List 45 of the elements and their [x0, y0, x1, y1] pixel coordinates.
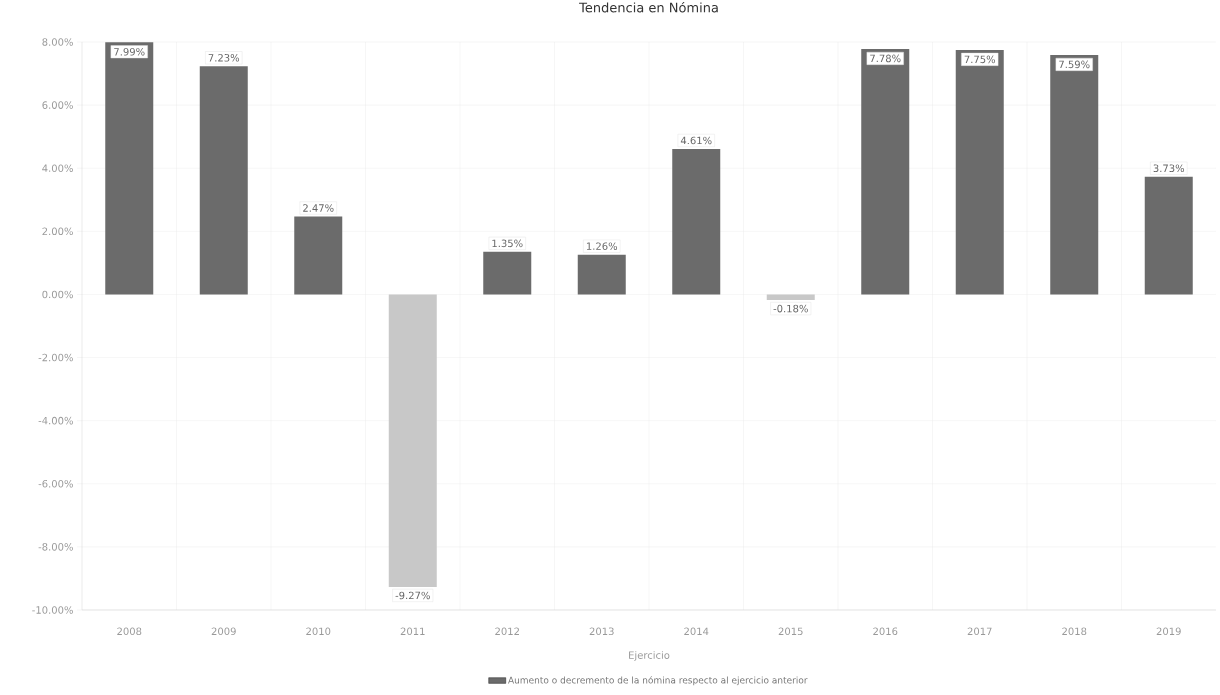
bar — [1144, 176, 1193, 295]
bar — [199, 66, 248, 295]
x-tick-label: 2015 — [778, 627, 803, 636]
data-label: -0.18% — [773, 304, 808, 313]
data-label: 7.99% — [114, 47, 145, 56]
y-tick-label: 0.00% — [42, 290, 73, 299]
data-label: 4.61% — [680, 136, 712, 145]
x-tick-label: 2019 — [1156, 627, 1181, 636]
x-tick-label: 2017 — [967, 627, 992, 636]
y-tick-label: 6.00% — [42, 101, 73, 109]
chart-title: Tendencia en Nómina — [579, 1, 718, 13]
data-label: 1.35% — [492, 239, 523, 248]
x-axis-title: Ejercicio — [629, 651, 670, 661]
bar — [672, 148, 721, 295]
data-label: 7.59% — [1059, 60, 1090, 69]
y-tick-label: -8.00% — [38, 543, 73, 551]
data-label: 7.23% — [208, 54, 240, 62]
data-label: 7.78% — [870, 54, 901, 63]
bar — [955, 49, 1004, 295]
x-tick-label: 2013 — [589, 627, 614, 636]
x-tick-label: 2012 — [495, 627, 519, 636]
y-tick-label: -6.00% — [38, 479, 73, 488]
bar — [861, 48, 910, 295]
data-label: -9.27% — [395, 591, 430, 600]
y-tick-label: 2.00% — [42, 227, 73, 236]
data-label: 7.75% — [964, 55, 996, 64]
x-tick-label: 2011 — [400, 627, 425, 636]
y-tick-label: 8.00% — [42, 38, 73, 46]
y-tick-label: -4.00% — [38, 416, 73, 425]
data-label: 1.26% — [586, 242, 618, 250]
bar — [577, 254, 626, 295]
data-label: 3.73% — [1153, 164, 1185, 173]
y-tick-label: 4.00% — [42, 164, 73, 172]
bar — [105, 42, 154, 295]
data-label: 2.47% — [303, 204, 334, 212]
legend-label: Aumento o decremento de la nómina respecto al ejercicio anterior — [508, 676, 808, 686]
x-tick-label: 2009 — [211, 627, 236, 636]
x-tick-label: 2010 — [306, 627, 331, 636]
x-tick-label: 2014 — [684, 627, 709, 636]
x-tick-label: 2016 — [873, 627, 898, 636]
x-tick-label: 2018 — [1062, 627, 1087, 636]
y-tick-label: -10.00% — [32, 606, 73, 614]
x-tick-label: 2008 — [117, 627, 142, 636]
y-tick-label: -2.00% — [38, 353, 73, 362]
bar — [1050, 54, 1099, 295]
